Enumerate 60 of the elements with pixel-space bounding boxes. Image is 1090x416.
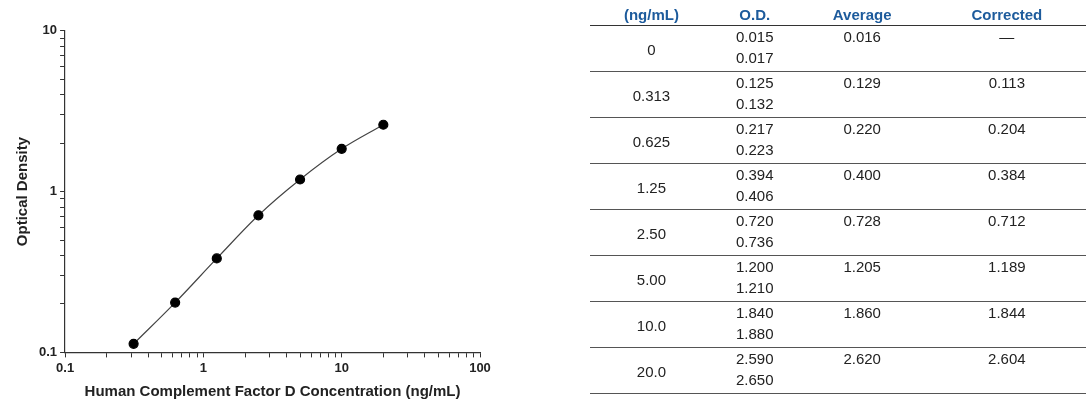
data-label: 0.204 (987, 120, 1027, 139)
point (336, 143, 347, 154)
data-label: 2.620 (842, 350, 882, 369)
data-label: 0.017 (734, 49, 775, 68)
category-label: 20.0 (590, 347, 713, 394)
text: (ng/mL) (590, 4, 713, 26)
data-label: 1.844 (987, 304, 1027, 323)
data-label: 0.384 (987, 166, 1027, 185)
data-label: 1.840 (734, 304, 775, 323)
data-label: 0.728 (842, 212, 882, 231)
data-label: 0.132 (734, 95, 775, 114)
data-label: 0.129 (842, 74, 882, 93)
category-label: 5.00 (590, 255, 713, 302)
category-label: 0.625 (590, 117, 713, 164)
x-tick-label: 10 (334, 359, 349, 375)
category-label: 1.25 (590, 163, 713, 210)
data-label: 1.210 (734, 279, 775, 298)
data-label: 1.880 (734, 325, 775, 344)
text: Average (796, 4, 928, 26)
point (378, 119, 389, 130)
point (253, 210, 264, 221)
point (170, 297, 181, 308)
data-label: 0.406 (734, 187, 775, 206)
x-tick-label: 1 (199, 359, 207, 375)
point (211, 253, 222, 264)
data-label: 1.205 (842, 258, 882, 277)
y-axis-title: Optical Density (13, 136, 31, 247)
data-label: 0.217 (734, 120, 775, 139)
y-tick-label: 0.1 (38, 343, 58, 359)
data-label: 1.200 (734, 258, 775, 277)
y-tick-label: 1 (49, 183, 58, 199)
x-tick-label: 100 (469, 359, 491, 375)
y-tick-label: 10 (42, 22, 58, 38)
category-label: 10.0 (590, 301, 713, 348)
x-tick-label: 0.1 (56, 359, 75, 375)
text: O.D. (712, 4, 797, 26)
category-label: 0 (590, 25, 713, 72)
data-label: 0.223 (734, 141, 775, 160)
data-label: 0.113 (987, 74, 1027, 93)
data-label: — (998, 28, 1016, 47)
data-label: 1.860 (842, 304, 882, 323)
data-label: 0.016 (842, 28, 882, 47)
point (128, 338, 139, 349)
point (294, 174, 306, 185)
data-label: 0.394 (734, 166, 775, 185)
category-label: 0.313 (590, 71, 713, 118)
data-label: 0.736 (734, 233, 775, 252)
category-label: 2.50 (590, 209, 713, 256)
data-label: 0.712 (987, 212, 1027, 231)
text: Corrected (927, 4, 1086, 26)
data-label: 2.604 (987, 350, 1027, 369)
data-label: 0.015 (734, 28, 775, 47)
x-axis-title: Human Complement Factor D Concentration (ng/mL) (84, 382, 461, 400)
data-label: 0.400 (842, 166, 882, 185)
data-label: 0.220 (842, 120, 882, 139)
data-label: 2.590 (734, 350, 775, 369)
data-label: 0.125 (734, 74, 775, 93)
data-label: 1.189 (987, 258, 1027, 277)
data-label: 0.720 (734, 212, 775, 231)
data-label: 2.650 (734, 371, 775, 390)
